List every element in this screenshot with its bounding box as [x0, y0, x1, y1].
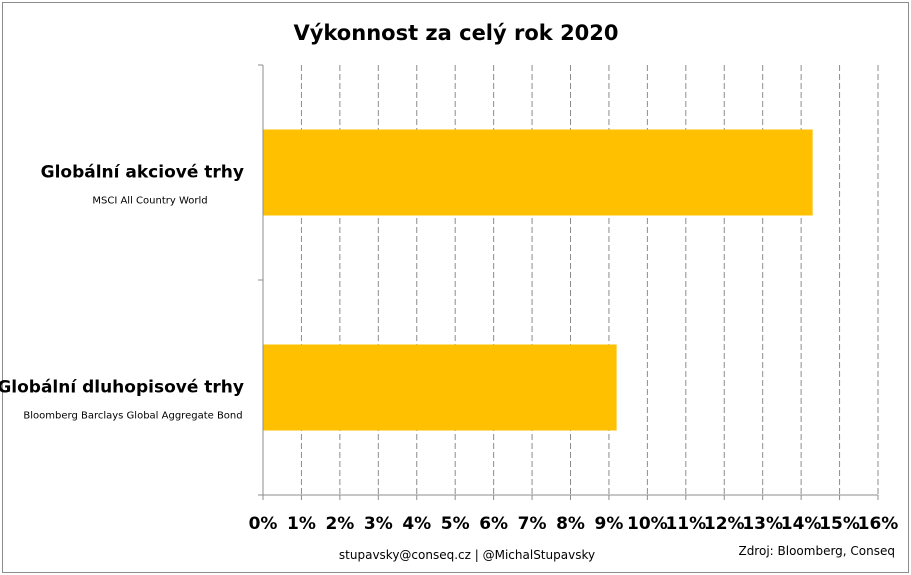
x-tick-label: 11% [665, 514, 706, 534]
footer-contact: stupavsky@conseq.cz | @MichalStupavsky [339, 548, 595, 562]
x-tick-label: 15% [819, 514, 860, 534]
x-tick-label: 12% [704, 514, 745, 534]
category-label: Globální akciové trhy [41, 163, 244, 183]
x-tick-label: 3% [364, 514, 393, 534]
bar [263, 344, 617, 431]
x-tick-label: 8% [556, 514, 585, 534]
x-tick-label: 4% [402, 514, 431, 534]
x-tick-label: 16% [858, 514, 899, 534]
x-tick-label: 13% [742, 514, 783, 534]
x-tick-label: 5% [441, 514, 470, 534]
x-tick-label: 14% [781, 514, 822, 534]
axes [258, 64, 878, 496]
x-tick-labels: 0% 1% 2% 3% 4% 5% 6% 7% 8% 9% 10%11%12%13%14%15%16… [249, 514, 899, 534]
x-tick-label: 1% [287, 514, 316, 534]
category-sublabel: MSCI All Country World [92, 196, 207, 207]
x-tick-label: 7% [518, 514, 547, 534]
bars [263, 129, 813, 431]
x-tick-label: 6% [479, 514, 508, 534]
footer-source: Zdroj: Bloomberg, Conseq [738, 544, 895, 558]
x-tick-label: 10% [627, 514, 668, 534]
x-tick-label: 0% [249, 514, 278, 534]
chart-title: Výkonnost za celý rok 2020 [293, 21, 618, 45]
category-labels: Globální akciové trhy MSCI All Country Wo… [0, 163, 244, 422]
x-tick-label: 9% [595, 514, 624, 534]
bar [263, 129, 813, 216]
x-tick-label: 2% [325, 514, 354, 534]
category-sublabel: Bloomberg Barclays Global Aggregate Bond [23, 411, 242, 422]
category-label: Globální dluhopisové trhy [0, 378, 244, 398]
gridlines [262, 65, 879, 500]
